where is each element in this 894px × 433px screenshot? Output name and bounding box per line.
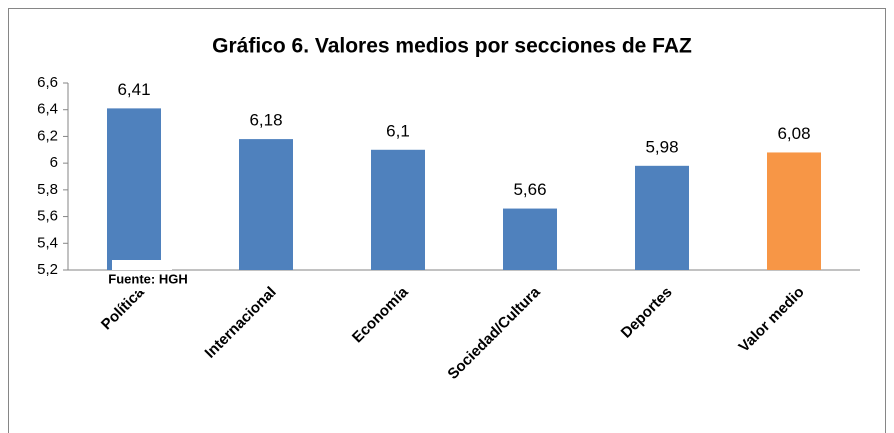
y-tick-label: 6,2 <box>37 127 58 144</box>
y-tick-label: 6,6 <box>37 74 58 91</box>
y-tick-label: 5,6 <box>37 208 58 225</box>
data-label: 6,08 <box>777 124 810 143</box>
data-label: 5,98 <box>645 137 678 156</box>
bar <box>239 139 293 270</box>
data-label: 6,1 <box>386 121 410 140</box>
data-label: 6,41 <box>117 80 150 99</box>
chart-title: Gráfico 6. Valores medios por secciones … <box>212 35 692 58</box>
annotation-cover <box>112 260 172 270</box>
y-tick-label: 5,8 <box>37 181 58 198</box>
bar <box>107 108 161 270</box>
y-tick-label: 6 <box>50 154 58 171</box>
bar <box>503 208 557 270</box>
bar <box>371 149 425 270</box>
bar <box>767 152 821 270</box>
annotation: Fuente: HGH <box>108 271 187 286</box>
y-tick-label: 5,4 <box>37 234 58 251</box>
data-label: 6,18 <box>249 111 282 130</box>
annotation-box <box>90 271 206 291</box>
y-tick-label: 6,4 <box>37 101 58 118</box>
data-label: 5,66 <box>513 180 546 199</box>
y-tick-label: 5,2 <box>37 261 58 278</box>
bar <box>635 165 689 270</box>
